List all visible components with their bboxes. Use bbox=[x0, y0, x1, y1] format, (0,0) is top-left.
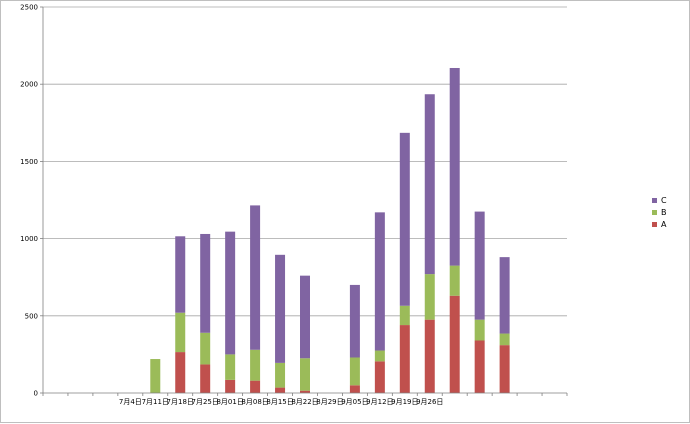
x-tick-label: 8月15日 bbox=[266, 398, 293, 406]
x-tick-label: 8月08日 bbox=[241, 398, 268, 406]
bar-b bbox=[225, 354, 236, 380]
bar-c bbox=[300, 275, 310, 359]
bar-c bbox=[225, 231, 236, 355]
bar-b bbox=[449, 265, 460, 296]
bar-b bbox=[300, 358, 310, 391]
x-tick-label: 8月22日 bbox=[291, 398, 318, 406]
bar-a bbox=[349, 385, 360, 393]
legend-label-a: A bbox=[661, 220, 667, 229]
bar-b bbox=[200, 332, 211, 365]
y-tick-label: 1000 bbox=[20, 235, 38, 243]
y-tick-label: 2500 bbox=[20, 4, 38, 12]
x-tick-label: 9月05日 bbox=[341, 398, 368, 406]
axes bbox=[40, 6, 568, 396]
bar-c bbox=[175, 236, 186, 313]
y-axis-tick-labels: 0 500 1000 1500 2000 2500 bbox=[20, 4, 38, 398]
bar-c bbox=[349, 284, 360, 358]
bar-a bbox=[399, 325, 410, 393]
bar-c bbox=[474, 211, 485, 320]
legend-swatch-a bbox=[652, 222, 657, 227]
bar-b bbox=[374, 350, 385, 362]
x-tick-label: 8月01日 bbox=[216, 398, 243, 406]
bar-c bbox=[250, 205, 261, 350]
bar-a bbox=[225, 379, 236, 393]
legend: CBA bbox=[652, 196, 667, 229]
bar-a bbox=[374, 361, 385, 393]
bar-c bbox=[424, 94, 435, 275]
bar-a bbox=[499, 345, 510, 393]
bar-c bbox=[200, 233, 211, 333]
bar-a bbox=[424, 319, 435, 393]
bar-a bbox=[200, 364, 211, 393]
x-tick-label: 9月12日 bbox=[366, 398, 393, 406]
bar-b bbox=[250, 349, 261, 381]
bar-c bbox=[374, 212, 385, 351]
bar-b bbox=[424, 274, 435, 320]
bar-a bbox=[474, 340, 485, 393]
legend-swatch-b bbox=[652, 210, 657, 215]
legend-swatch-c bbox=[652, 198, 657, 203]
bar-a bbox=[300, 390, 310, 393]
x-tick-label: 7月25日 bbox=[192, 398, 219, 406]
bars bbox=[150, 67, 510, 393]
bar-a bbox=[275, 387, 286, 393]
y-tick-label: 0 bbox=[34, 390, 38, 398]
bar-c bbox=[449, 67, 460, 266]
x-tick-label: 9月26日 bbox=[416, 398, 443, 406]
bar-b bbox=[349, 357, 360, 386]
bar-a bbox=[175, 352, 186, 393]
bar-b bbox=[399, 305, 410, 326]
bar-c bbox=[275, 254, 286, 363]
legend-label-b: B bbox=[661, 208, 667, 217]
gridlines bbox=[43, 6, 567, 317]
x-axis-tick-labels: 7月4日 7月11日7月18日7月25日8月01日8月08日8月15日8月22日8… bbox=[119, 398, 444, 406]
legend-label-c: C bbox=[661, 196, 667, 205]
y-tick-label: 2000 bbox=[20, 81, 38, 89]
bar-b bbox=[499, 333, 510, 346]
x-tick-label: 9月19日 bbox=[391, 398, 418, 406]
bar-c bbox=[499, 257, 510, 334]
y-tick-label: 1500 bbox=[20, 158, 38, 166]
bar-b bbox=[175, 312, 186, 353]
x-tick-label: 8月29日 bbox=[316, 398, 343, 406]
bar-c bbox=[399, 132, 410, 306]
x-tick-label: 7月11日 bbox=[142, 398, 169, 406]
x-tick-label: 7月4日 bbox=[119, 398, 142, 406]
bar-b bbox=[275, 362, 286, 388]
bar-a bbox=[449, 295, 460, 393]
bar-a bbox=[250, 380, 261, 393]
bar-b bbox=[474, 319, 485, 341]
x-tick-label: 7月18日 bbox=[167, 398, 194, 406]
y-tick-label: 500 bbox=[25, 312, 38, 320]
bar-b bbox=[150, 359, 161, 393]
